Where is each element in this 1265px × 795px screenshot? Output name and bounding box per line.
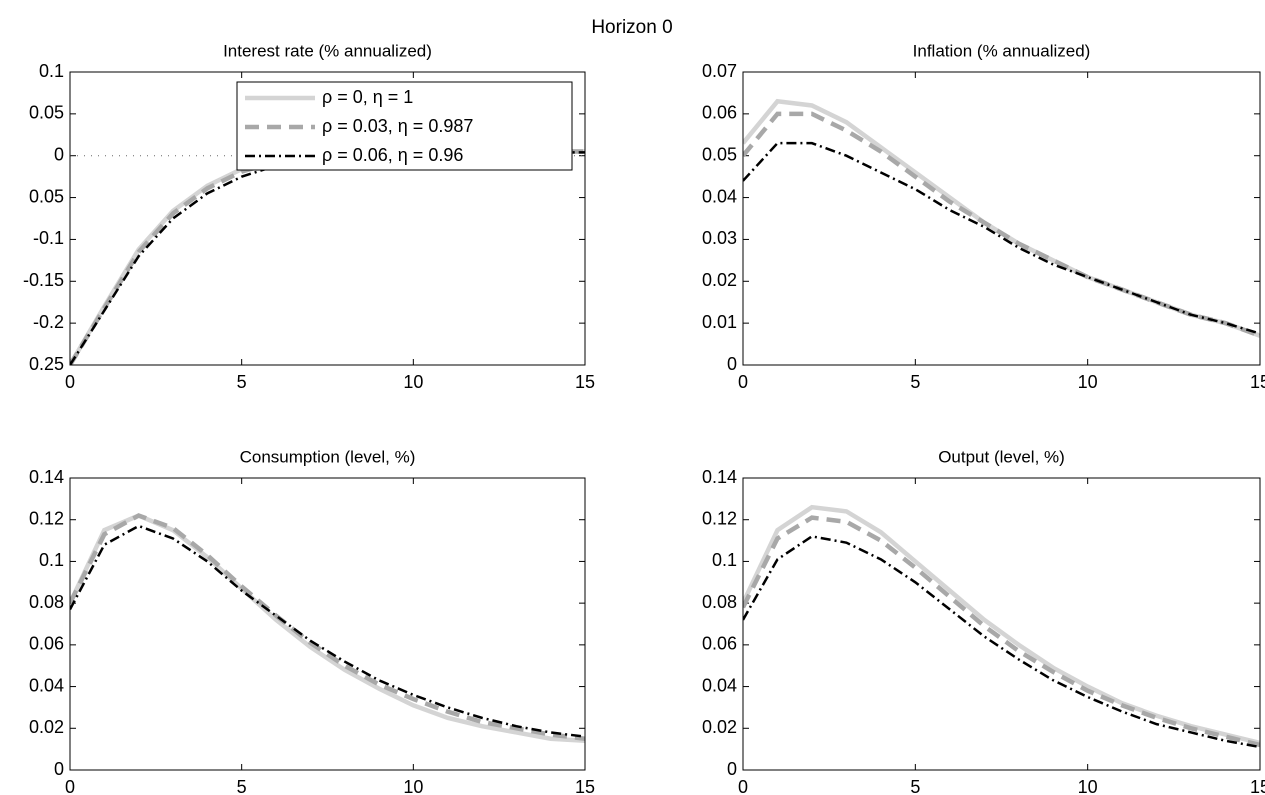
y-tick-label: 0.1 bbox=[712, 550, 737, 570]
chart-title: Inflation (% annualized) bbox=[913, 41, 1091, 60]
legend-label: ρ = 0, η = 1 bbox=[322, 87, 413, 107]
chart-title: Consumption (level, %) bbox=[240, 447, 416, 466]
series-line bbox=[70, 151, 585, 365]
series-line bbox=[743, 515, 1260, 748]
x-tick-label: 10 bbox=[403, 372, 423, 392]
x-tick-label: 15 bbox=[575, 372, 595, 392]
y-tick-label: 0.05 bbox=[29, 103, 64, 123]
series-line bbox=[743, 535, 1260, 749]
y-tick-label: -0.2 bbox=[33, 312, 64, 332]
y-tick-label: 0.05 bbox=[29, 186, 64, 206]
plot-frame bbox=[742, 71, 1261, 366]
series-line bbox=[70, 513, 585, 744]
y-tick-label: 0.14 bbox=[29, 467, 64, 487]
chart-title: Interest rate (% annualized) bbox=[223, 41, 432, 60]
series-line bbox=[70, 524, 585, 738]
y-tick-label: 0 bbox=[727, 759, 737, 779]
y-tick-label: 0.06 bbox=[29, 634, 64, 654]
x-tick-label: 5 bbox=[237, 372, 247, 392]
y-tick-label: 0.1 bbox=[39, 61, 64, 81]
series-line bbox=[743, 504, 1260, 746]
y-tick-label: -0.1 bbox=[33, 228, 64, 248]
y-tick-label: 0.25 bbox=[29, 354, 64, 374]
series-line bbox=[743, 98, 1260, 338]
y-tick-label: 0 bbox=[54, 759, 64, 779]
y-tick-label: 0 bbox=[727, 354, 737, 374]
series-line bbox=[70, 513, 585, 741]
series-line bbox=[743, 111, 1260, 338]
y-tick-label: 0.04 bbox=[29, 675, 64, 695]
y-tick-label: 0.06 bbox=[702, 103, 737, 123]
y-tick-label: 0.06 bbox=[702, 634, 737, 654]
x-tick-label: 5 bbox=[910, 777, 920, 795]
y-tick-label: 0.01 bbox=[702, 312, 737, 332]
x-tick-label: 15 bbox=[1250, 777, 1265, 795]
y-tick-label: -0.15 bbox=[23, 270, 64, 290]
x-tick-label: 15 bbox=[1250, 372, 1265, 392]
y-tick-label: 0.12 bbox=[702, 508, 737, 528]
y-tick-label: 0.03 bbox=[702, 228, 737, 248]
legend-label: ρ = 0.03, η = 0.987 bbox=[322, 116, 473, 136]
plot-frame bbox=[69, 477, 586, 771]
x-tick-label: 10 bbox=[403, 777, 423, 795]
x-tick-label: 5 bbox=[237, 777, 247, 795]
y-tick-label: 0.07 bbox=[702, 61, 737, 81]
series-line bbox=[70, 149, 585, 365]
y-tick-label: 0.14 bbox=[702, 467, 737, 487]
legend-label: ρ = 0.06, η = 0.96 bbox=[322, 145, 463, 165]
y-tick-label: 0.04 bbox=[702, 675, 737, 695]
y-tick-label: 0.02 bbox=[29, 717, 64, 737]
chart-title: Output (level, %) bbox=[938, 447, 1065, 466]
y-tick-label: 0.02 bbox=[702, 270, 737, 290]
y-tick-label: 0.05 bbox=[702, 144, 737, 164]
series-line bbox=[743, 141, 1260, 335]
x-tick-label: 0 bbox=[738, 372, 748, 392]
y-tick-label: 0.12 bbox=[29, 508, 64, 528]
figure-title: Horizon 0 bbox=[591, 17, 672, 38]
plot-frame bbox=[742, 477, 1261, 771]
y-tick-label: 0.02 bbox=[702, 717, 737, 737]
y-tick-label: 0.04 bbox=[702, 186, 737, 206]
series-line bbox=[70, 149, 585, 365]
x-tick-label: 0 bbox=[65, 777, 75, 795]
y-tick-label: 0.08 bbox=[29, 592, 64, 612]
x-tick-label: 5 bbox=[910, 372, 920, 392]
plot-frame bbox=[69, 71, 586, 366]
x-tick-label: 15 bbox=[575, 777, 595, 795]
x-tick-label: 10 bbox=[1078, 372, 1098, 392]
x-tick-label: 0 bbox=[65, 372, 75, 392]
x-tick-label: 10 bbox=[1078, 777, 1098, 795]
x-tick-label: 0 bbox=[738, 777, 748, 795]
y-tick-label: 0 bbox=[54, 144, 64, 164]
y-tick-label: 0.1 bbox=[39, 550, 64, 570]
y-tick-label: 0.08 bbox=[702, 592, 737, 612]
